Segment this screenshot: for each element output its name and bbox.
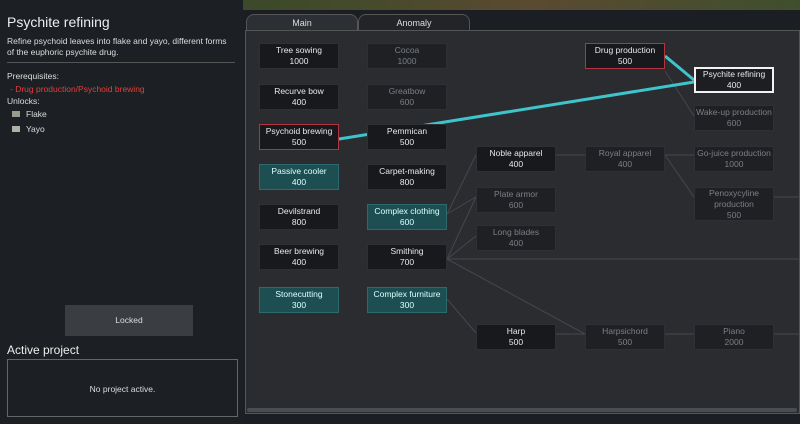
active-title: Active project (7, 343, 80, 357)
description: Refine psychoid leaves into flake and ya… (7, 36, 227, 57)
left-panel: Psychite refining Refine psychoid leaves… (0, 0, 243, 424)
node-cost: 700 (399, 257, 415, 267)
research-node[interactable]: Psychoid brewing 500 (259, 124, 339, 150)
research-node[interactable]: Harp 500 (476, 324, 556, 350)
node-cost: 800 (399, 177, 415, 187)
node-cost: 500 (508, 337, 524, 347)
node-cost: 400 (291, 257, 307, 267)
scrollbar[interactable] (247, 408, 797, 412)
node-cost: 400 (291, 177, 307, 187)
node-cost: 300 (399, 300, 415, 310)
research-node[interactable]: Complex clothing 600 (367, 204, 447, 230)
research-node[interactable]: Passive cooler 400 (259, 164, 339, 190)
node-cost: 500 (726, 209, 742, 220)
node-label: Penoxycyline production (708, 187, 760, 209)
node-cost: 600 (726, 118, 742, 128)
tree: Tree sowing 1000 Recurve bow 400 Psychoid br… (245, 30, 800, 414)
research-node[interactable]: Stonecutting 300 (259, 287, 339, 313)
node-label: Beer brewing (273, 246, 325, 256)
node-cost: 500 (291, 137, 307, 147)
node-cost: 2000 (724, 337, 744, 347)
icon (12, 126, 20, 132)
node-label: Carpet-making (379, 166, 435, 176)
node-label: Recurve bow (274, 86, 324, 96)
prereq-label: Prerequisites: (7, 71, 59, 81)
research-node[interactable]: Pemmican 500 (367, 124, 447, 150)
locked-button[interactable]: Locked (65, 305, 193, 336)
node-cost: 600 (508, 200, 524, 210)
research-node[interactable]: Drug production 500 (585, 43, 665, 69)
divider (7, 62, 235, 63)
active-box: No project active. (7, 359, 238, 417)
node-label: Drug production (594, 45, 656, 55)
node-cost: 1000 (289, 56, 309, 66)
research-node[interactable]: Go-juice production 1000 (694, 146, 774, 172)
node-cost: 500 (617, 337, 633, 347)
node-label: Cocoa (394, 45, 420, 55)
research-node[interactable]: Piano 2000 (694, 324, 774, 350)
research-node[interactable]: Long blades 400 (476, 225, 556, 251)
prereq: - Drug production/Psychoid brewing (10, 84, 145, 94)
node-label: Complex clothing (374, 206, 440, 216)
node-cost: 400 (508, 159, 524, 169)
node-cost: 400 (726, 80, 742, 90)
research-node[interactable]: Harpsichord 500 (585, 324, 665, 350)
node-cost: 1000 (724, 159, 744, 169)
node-cost: 600 (399, 217, 415, 227)
node-cost: 600 (399, 97, 415, 107)
node-cost: 1000 (397, 56, 417, 66)
research-node[interactable]: Plate armor 600 (476, 187, 556, 213)
research-node[interactable]: Noble apparel 400 (476, 146, 556, 172)
node-cost: 500 (617, 56, 633, 66)
research-node[interactable]: Penoxycyline production 500 (694, 187, 774, 221)
research-node[interactable]: Cocoa 1000 (367, 43, 447, 69)
research-node[interactable]: Carpet-making 800 (367, 164, 447, 190)
research-node[interactable]: Devilstrand 800 (259, 204, 339, 230)
node-cost: 400 (508, 238, 524, 248)
node-label: Harpsichord (602, 326, 648, 336)
tab[interactable]: Main (246, 14, 358, 32)
node-cost: 800 (291, 217, 307, 227)
research-node[interactable]: Greatbow 600 (367, 84, 447, 110)
node-label: Royal apparel (598, 148, 652, 158)
world-strip (0, 0, 800, 10)
node-cost: 400 (617, 159, 633, 169)
research-node[interactable]: Psychite refining 400 (694, 67, 774, 93)
node-label: Harp (506, 326, 526, 336)
node-label: Long blades (492, 227, 540, 237)
node-label: Stonecutting (275, 289, 323, 299)
research-node[interactable]: Tree sowing 1000 (259, 43, 339, 69)
node-label: Noble apparel (489, 148, 543, 158)
unlock: Flake (26, 109, 47, 119)
title: Psychite refining (7, 14, 110, 30)
research-node[interactable]: Beer brewing 400 (259, 244, 339, 270)
node-label: Complex furniture (373, 289, 441, 299)
node-label: Devilstrand (277, 206, 321, 216)
node-cost: 400 (291, 97, 307, 107)
node-label: Smithing (390, 246, 424, 256)
node-label: Tree sowing (276, 45, 322, 55)
node-label: Passive cooler (271, 166, 327, 176)
node-label: Piano (723, 326, 745, 336)
node-label: Greatbow (388, 86, 426, 96)
node-cost: 300 (291, 300, 307, 310)
research-node[interactable]: Smithing 700 (367, 244, 447, 270)
research-node[interactable]: Royal apparel 400 (585, 146, 665, 172)
node-label: Psychite refining (702, 69, 766, 79)
research-node[interactable]: Wake-up production 600 (694, 105, 774, 131)
node-cost: 500 (399, 137, 415, 147)
research-node[interactable]: Recurve bow 400 (259, 84, 339, 110)
unlocks-label: Unlocks: (7, 96, 40, 106)
node-label: Wake-up production (696, 107, 772, 117)
research-node[interactable]: Complex furniture 300 (367, 287, 447, 313)
icon (12, 111, 20, 117)
node-label: Pemmican (386, 126, 428, 136)
node-label: Go-juice production (697, 148, 771, 158)
node-label: Plate armor (494, 189, 538, 199)
unlock: Yayo (26, 124, 45, 134)
tab[interactable]: Anomaly (358, 14, 470, 32)
node-label: Psychoid brewing (265, 126, 333, 136)
